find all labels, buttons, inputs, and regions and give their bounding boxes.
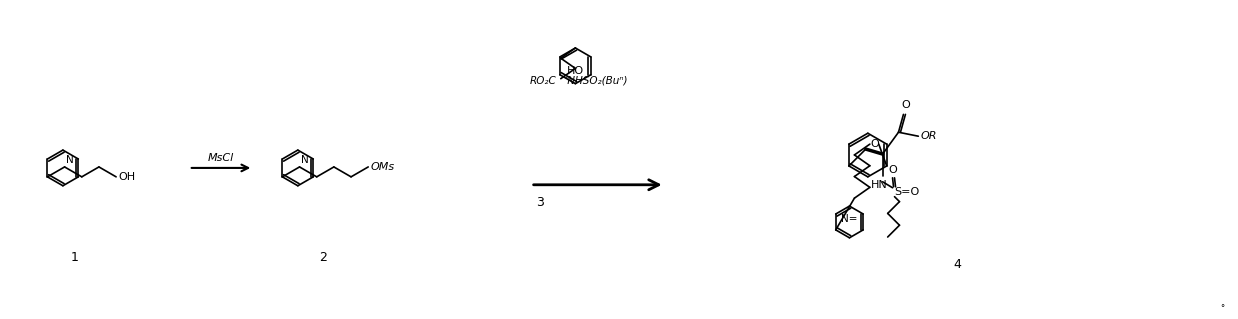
Text: 2: 2 (318, 251, 327, 263)
Text: N: N (66, 155, 73, 165)
Text: RO₂C: RO₂C (530, 76, 557, 86)
Text: 3: 3 (536, 196, 543, 209)
Text: HN: HN (870, 180, 888, 190)
Text: N=: N= (841, 214, 858, 224)
Text: O: O (901, 100, 910, 110)
Text: HO: HO (567, 66, 584, 76)
Text: 1: 1 (71, 251, 79, 263)
Text: OH: OH (118, 172, 135, 182)
Text: O: O (888, 165, 896, 175)
Text: OMs: OMs (370, 162, 395, 172)
Text: °: ° (1221, 304, 1224, 313)
Text: MsCl: MsCl (208, 153, 234, 163)
Text: OR: OR (920, 131, 937, 141)
Text: 4: 4 (953, 257, 961, 271)
Text: S=O: S=O (895, 187, 920, 197)
Text: ʼNHSO₂(Buⁿ): ʼNHSO₂(Buⁿ) (565, 76, 628, 86)
Text: O: O (870, 139, 879, 149)
Text: N: N (301, 155, 308, 165)
